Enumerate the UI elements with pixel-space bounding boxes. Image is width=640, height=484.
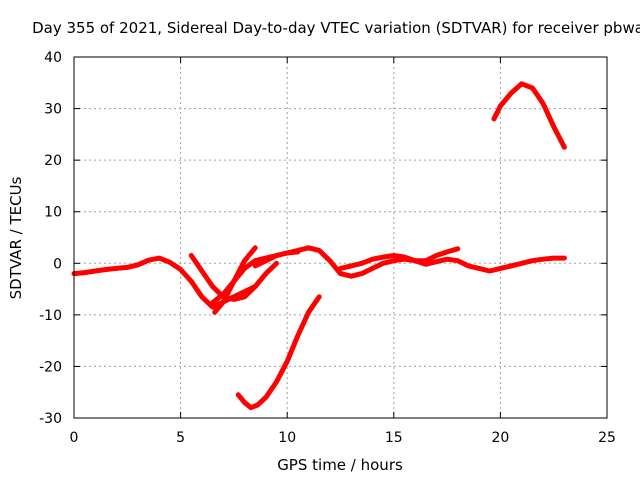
x-tick-label: 10 xyxy=(278,430,296,446)
series-line-track-mid-upper xyxy=(338,246,461,271)
x-axis-label: GPS time / hours xyxy=(277,456,403,474)
x-tick-label: 5 xyxy=(176,430,185,446)
y-tick-label: 10 xyxy=(44,205,62,221)
chart-title: Day 355 of 2021, Sidereal Day-to-day VTE… xyxy=(32,19,640,37)
series-line-track-high-arc xyxy=(491,81,567,150)
y-tick-label: -20 xyxy=(39,359,62,375)
y-tick-label: -10 xyxy=(39,308,62,324)
y-axis-label: SDTVAR / TECUs xyxy=(7,176,25,299)
x-tick-label: 25 xyxy=(598,430,616,446)
series-layer xyxy=(71,81,567,411)
grid-layer xyxy=(74,57,607,418)
plot-frame xyxy=(73,56,608,419)
x-tick-label: 0 xyxy=(70,430,79,446)
y-tick-label: 0 xyxy=(53,256,62,272)
y-tick-label: 40 xyxy=(44,50,62,66)
y-tick-label: 30 xyxy=(44,102,62,118)
x-tick-label: 20 xyxy=(491,430,509,446)
series-line-track-branch-c xyxy=(188,253,279,302)
x-tick-label: 15 xyxy=(385,430,403,446)
series-line-track-low-arc xyxy=(235,294,322,411)
y-tick-label: 20 xyxy=(44,153,62,169)
series-line-track-mid xyxy=(252,245,567,279)
tick-layer: 0 5 10 15 20 25 -30 -20 -10 0 10 20 30 40 xyxy=(39,50,616,446)
y-tick-label: -30 xyxy=(39,411,62,427)
